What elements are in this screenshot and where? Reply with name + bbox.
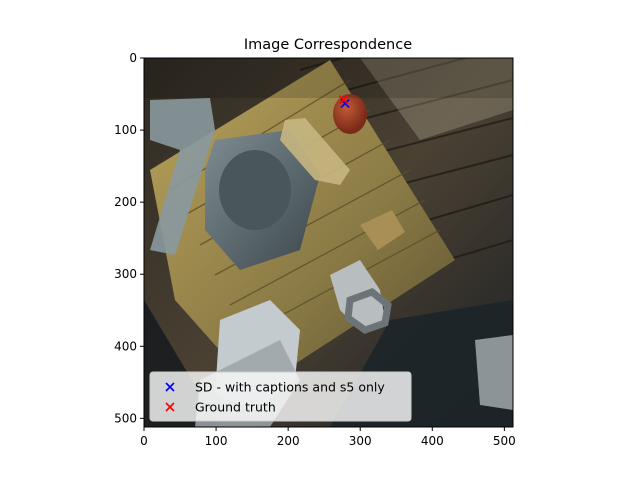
legend: SD - with captions and s5 only Ground tru…: [149, 371, 412, 422]
x-tick-label: 100: [205, 434, 228, 448]
scatter-markers: [339, 95, 350, 108]
y-tick-label: 100: [114, 123, 137, 137]
chart-title: Image Correspondence: [244, 37, 412, 53]
y-axis: 0 100 200 300 400 500: [114, 51, 144, 425]
x-tick-label: 400: [421, 434, 444, 448]
x-tick-label: 200: [277, 434, 300, 448]
legend-marker-ground-truth: [165, 402, 175, 412]
y-tick-label: 500: [114, 411, 137, 425]
x-tick-label: 500: [493, 434, 516, 448]
scatter-point-ground-truth: [339, 95, 349, 105]
sunlight-patch: [360, 58, 513, 140]
legend-box: [149, 371, 412, 422]
bread-loaf: [280, 118, 350, 185]
dark-top-strip: [144, 58, 513, 98]
x-tick-label: 300: [349, 434, 372, 448]
pitcher-top: [219, 150, 291, 230]
plot-area-frame: [143, 57, 514, 428]
vase-rim: [344, 288, 392, 334]
y-tick-label: 300: [114, 267, 137, 281]
legend-marker-prediction: [165, 382, 175, 392]
y-tick-label: 0: [129, 51, 137, 65]
legend-label: Ground truth: [195, 400, 276, 415]
x-axis: 0 100 200 300 400 500: [140, 427, 516, 448]
pitcher-handle: [150, 98, 215, 255]
tomato: [333, 94, 367, 134]
y-tick-label: 200: [114, 195, 137, 209]
foreground-block-right: [475, 335, 513, 410]
legend-label: SD - with captions and s5 only: [195, 380, 385, 395]
y-tick-label: 400: [114, 339, 137, 353]
background-photo: [144, 58, 513, 427]
x-tick-label: 0: [140, 434, 148, 448]
wood-block: [360, 210, 405, 250]
